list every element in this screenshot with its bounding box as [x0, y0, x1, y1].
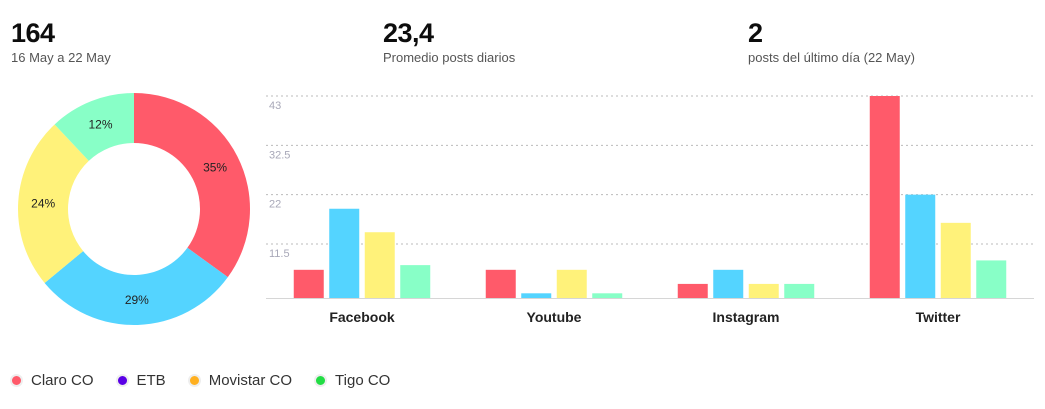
bar[interactable] [713, 269, 744, 298]
kpi-value: 23,4 [383, 18, 434, 48]
legend-label: ETB [136, 372, 166, 389]
donut-slice-label: 29% [125, 293, 149, 307]
bar[interactable] [485, 269, 516, 298]
bar-chart: 11.5 22 32.5 43 Facebook Youtube Instagram Twit… [266, 95, 1034, 325]
bar[interactable] [784, 283, 815, 298]
y-tick-label: 43 [269, 100, 281, 112]
donut-slice[interactable] [44, 247, 228, 325]
kpi-label: Promedio posts diarios [383, 50, 516, 65]
legend-label: Movistar CO [208, 372, 293, 389]
donut-slice[interactable] [17, 124, 89, 283]
donut-slice[interactable] [134, 93, 250, 278]
bar[interactable] [400, 265, 431, 298]
kpi-value: 164 [11, 18, 55, 48]
bar[interactable] [364, 232, 395, 298]
legend: Claro CO ETB Movistar CO Tigo CO [10, 372, 412, 389]
kpi-total-posts: 164 16 May a 22 May [11, 18, 111, 65]
legend-item-tigo[interactable]: Tigo CO [314, 372, 390, 389]
legend-label: Claro CO [31, 372, 94, 389]
bar[interactable] [293, 269, 324, 298]
x-category-label: Instagram [713, 309, 780, 325]
legend-label: Tigo CO [335, 372, 391, 389]
donut-chart: 35% 29% 24% 12% [17, 93, 250, 325]
legend-item-movistar[interactable]: Movistar CO [187, 372, 293, 389]
bar[interactable] [677, 283, 708, 298]
bar[interactable] [329, 208, 360, 298]
y-tick-label: 22 [269, 199, 281, 211]
bar[interactable] [905, 194, 936, 298]
kpi-label: posts del último día (22 May) [748, 50, 915, 65]
kpi-last-day-posts: 2 posts del último día (22 May) [748, 18, 915, 65]
bar[interactable] [521, 293, 552, 298]
legend-dot-icon [187, 374, 201, 387]
legend-dot-icon [10, 374, 23, 387]
kpi-value: 2 [748, 18, 763, 48]
legend-item-etb[interactable]: ETB [115, 372, 166, 389]
bar[interactable] [748, 283, 779, 298]
bar[interactable] [592, 293, 623, 298]
legend-item-claro[interactable]: Claro CO [10, 372, 94, 389]
legend-dot-icon [314, 374, 328, 387]
kpi-daily-average: 23,4 Promedio posts diarios [383, 18, 515, 65]
bar[interactable] [940, 222, 971, 298]
y-tick-label: 11.5 [269, 248, 290, 260]
donut-slice[interactable] [54, 93, 134, 161]
x-category-label: Twitter [916, 309, 961, 325]
x-category-label: Facebook [329, 309, 395, 325]
kpi-label: 16 May a 22 May [11, 50, 111, 65]
x-category-label: Youtube [527, 309, 582, 325]
legend-dot-icon [115, 374, 129, 387]
y-tick-label: 32.5 [269, 149, 290, 161]
bar[interactable] [976, 260, 1007, 298]
donut-slice-label: 35% [203, 161, 227, 175]
bar[interactable] [869, 96, 900, 298]
donut-slice-label: 12% [88, 117, 112, 131]
bar[interactable] [556, 269, 587, 298]
donut-slice-label: 24% [31, 196, 55, 210]
